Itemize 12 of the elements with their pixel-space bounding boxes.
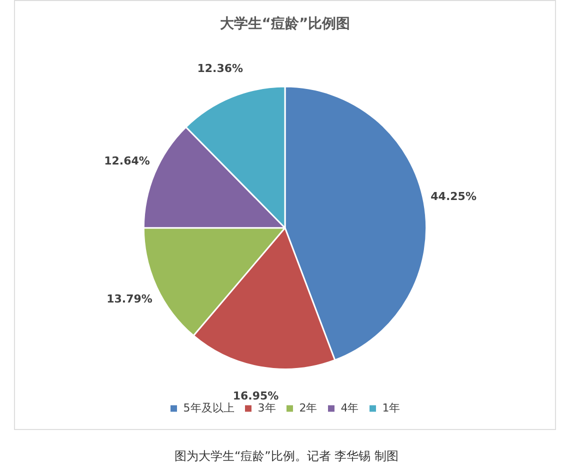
text: 图为大学生“痘龄”比例。记者 李华锡 制图 (173, 448, 400, 465)
legend-label: 4年 (340, 401, 359, 414)
chart-title: 大学生“痘龄”比例图 (220, 15, 350, 32)
data-label: 12.64% (104, 154, 150, 168)
data-label: 13.79% (106, 292, 152, 306)
data-label: 44.25% (430, 190, 476, 203)
legend-label: 2年 (299, 401, 318, 414)
legend-label: 5年及以上 (183, 401, 234, 414)
legend-label: 1年 (382, 401, 400, 414)
data-label: 12.36% (197, 62, 244, 76)
legend-label: 3年 (258, 401, 276, 414)
data-label: 16.95% (232, 390, 279, 403)
